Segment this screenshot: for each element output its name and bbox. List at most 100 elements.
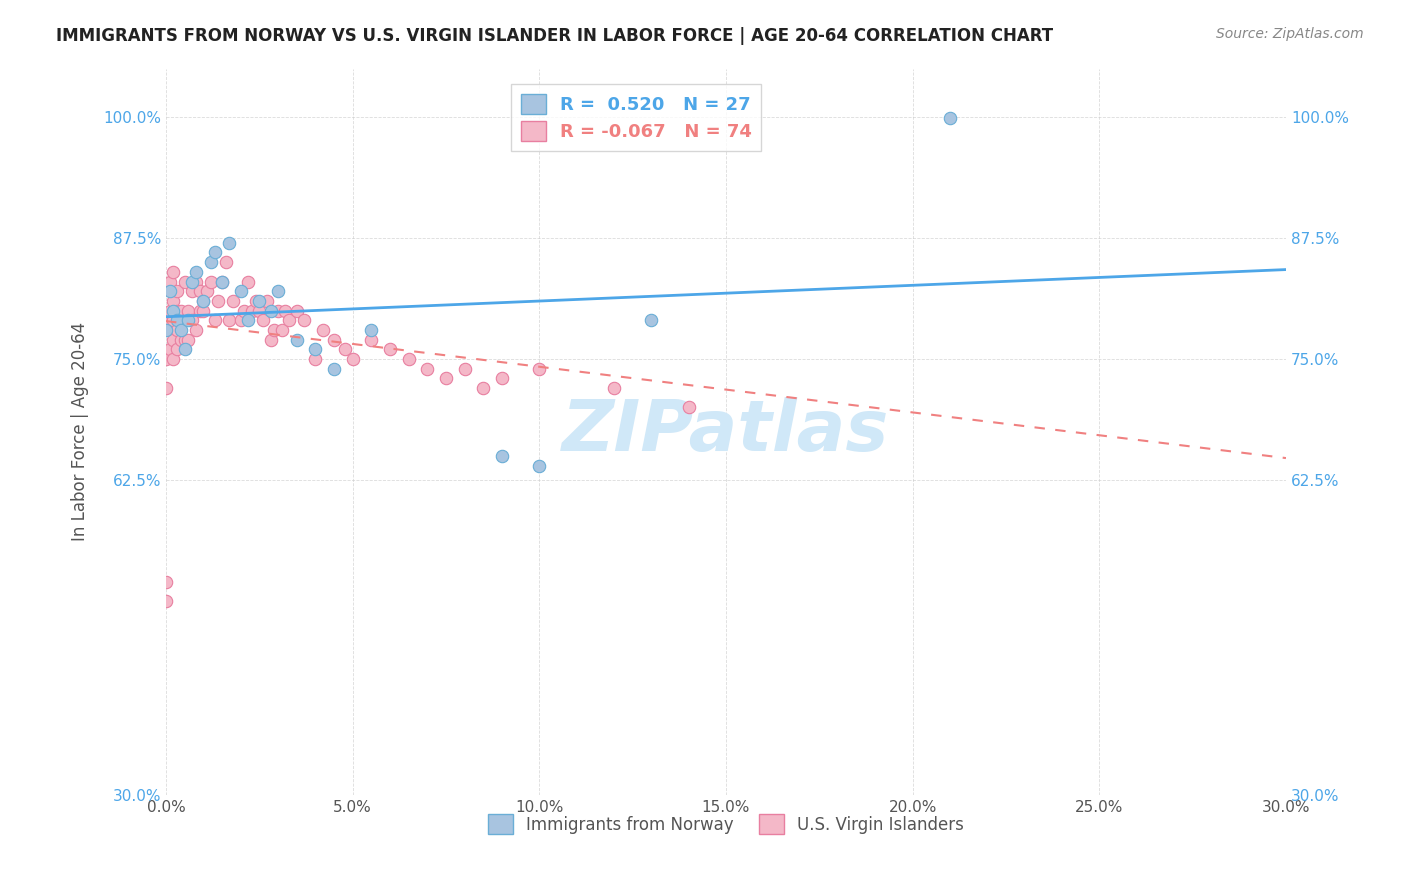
Point [491,449,513,463]
Point [155,351,177,366]
Point [256,293,278,308]
Point [155,594,177,608]
Point [177,333,200,347]
Point [193,293,215,308]
Point [939,111,962,125]
Point [204,245,226,260]
Point [240,303,263,318]
Point [184,275,207,289]
Point [229,284,252,298]
Point [173,313,195,327]
Point [166,343,188,357]
Point [162,313,184,327]
Point [335,343,357,357]
Point [434,371,457,385]
Point [207,293,229,308]
Point [304,343,326,357]
Point [398,351,420,366]
Point [162,265,184,279]
Point [270,323,292,337]
Point [181,275,204,289]
Point [162,351,184,366]
Point [267,303,290,318]
Point [218,313,240,327]
Point [159,284,181,298]
Point [259,303,281,318]
Point [177,313,200,327]
Point [170,323,193,337]
Point [159,313,181,327]
Point [416,361,439,376]
Text: Source: ZipAtlas.com: Source: ZipAtlas.com [1216,27,1364,41]
Point [236,313,259,327]
Point [247,303,270,318]
Point [173,333,195,347]
Point [159,323,181,337]
Point [252,313,274,327]
Point [267,284,290,298]
Point [285,333,308,347]
Point [247,293,270,308]
Point [162,333,184,347]
Point [263,323,285,337]
Point [603,381,626,395]
Point [222,293,245,308]
Text: ZIPatlas: ZIPatlas [562,397,890,467]
Legend: Immigrants from Norway, U.S. Virgin Islanders: Immigrants from Norway, U.S. Virgin Isla… [478,804,974,845]
Point [195,284,218,298]
Point [218,235,240,250]
Y-axis label: In Labor Force | Age 20-64: In Labor Force | Age 20-64 [72,322,89,541]
Text: IMMIGRANTS FROM NORWAY VS U.S. VIRGIN ISLANDER IN LABOR FORCE | AGE 20-64 CORREL: IMMIGRANTS FROM NORWAY VS U.S. VIRGIN IS… [56,27,1053,45]
Point [181,313,204,327]
Point [193,303,215,318]
Point [200,255,222,269]
Point [211,275,233,289]
Point [245,293,267,308]
Point [162,303,184,318]
Point [453,361,475,376]
Point [342,351,364,366]
Point [285,303,308,318]
Point [200,275,222,289]
Point [323,333,346,347]
Point [159,343,181,357]
Point [159,275,181,289]
Point [155,574,177,589]
Point [155,323,177,337]
Point [159,303,181,318]
Point [236,275,259,289]
Point [166,313,188,327]
Point [166,323,188,337]
Point [181,284,204,298]
Point [211,275,233,289]
Point [170,333,193,347]
Point [184,265,207,279]
Point [155,381,177,395]
Point [173,343,195,357]
Point [204,313,226,327]
Point [259,333,281,347]
Point [472,381,495,395]
Point [184,323,207,337]
Point [188,284,211,298]
Point [360,333,382,347]
Point [170,313,193,327]
Point [170,303,193,318]
Point [278,313,301,327]
Point [233,303,256,318]
Point [640,313,662,327]
Point [678,401,700,415]
Point [188,303,211,318]
Point [292,313,315,327]
Point [166,284,188,298]
Point [173,275,195,289]
Point [229,313,252,327]
Point [177,303,200,318]
Point [274,303,297,318]
Point [162,293,184,308]
Point [529,458,551,473]
Point [166,303,188,318]
Point [312,323,335,337]
Point [304,351,326,366]
Point [215,255,238,269]
